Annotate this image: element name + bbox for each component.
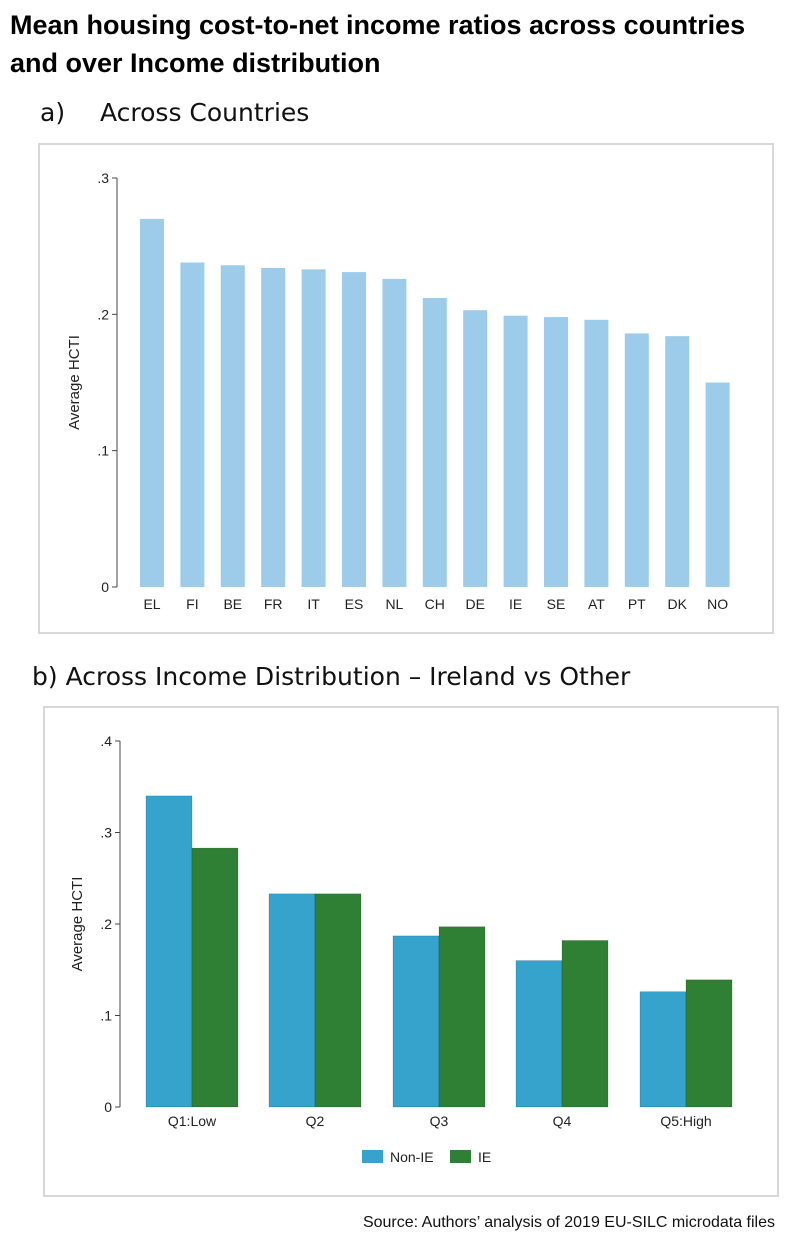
bar-EL — [140, 218, 164, 587]
x-tick-label: EL — [143, 596, 160, 612]
panel-a-label: a) — [40, 98, 66, 127]
x-tick-label: FI — [186, 596, 198, 612]
source-note: Source: Authors’ analysis of 2019 EU-SIL… — [362, 1214, 775, 1231]
y-axis-title: Average HCTI — [66, 335, 83, 430]
x-tick-label: Q4 — [553, 1113, 572, 1129]
panel-b-title: b) Across Income Distribution – Ireland … — [32, 662, 631, 691]
x-tick-label: Q3 — [430, 1113, 449, 1129]
x-tick-label: IT — [307, 596, 320, 612]
x-tick-label: Q1:Low — [168, 1113, 217, 1129]
y-tick-label: .2 — [97, 306, 109, 322]
x-tick-label: ES — [345, 596, 364, 612]
legend-label: IE — [478, 1149, 491, 1165]
bar-FI — [180, 262, 205, 587]
bar-DK — [665, 336, 690, 587]
y-tick-label: .2 — [100, 916, 112, 932]
x-tick-label: IE — [509, 596, 522, 612]
x-tick-label: Q5:High — [660, 1113, 711, 1129]
bar-NO — [705, 382, 730, 587]
x-tick-label: PT — [628, 596, 646, 612]
bar-DE — [463, 310, 488, 587]
y-tick-label: .1 — [100, 1008, 112, 1024]
y-axis-title: Average HCTI — [69, 877, 86, 972]
x-tick-label: NL — [385, 596, 403, 612]
x-tick-label: Q2 — [306, 1113, 325, 1129]
bar-IE-Q4 — [561, 940, 609, 1108]
bar-Non-IE-Q4 — [515, 960, 563, 1108]
y-tick-label: .3 — [100, 825, 112, 841]
bar-IE-Q3 — [438, 926, 486, 1108]
x-tick-label: SE — [547, 596, 566, 612]
bar-SE — [544, 317, 568, 587]
legend-swatch-Non-IE — [362, 1150, 383, 1163]
y-tick-label: .1 — [97, 443, 109, 459]
bar-ES — [342, 272, 366, 587]
bar-CH — [422, 297, 447, 587]
bar-Non-IE-Q2 — [268, 893, 316, 1108]
y-tick-label: 0 — [101, 579, 109, 595]
x-tick-label: BE — [223, 596, 242, 612]
y-tick-label: .4 — [100, 733, 112, 749]
bar-IE-Q5:High — [685, 979, 733, 1108]
x-tick-label: AT — [588, 596, 605, 612]
y-tick-label: .3 — [97, 170, 109, 186]
bar-IT — [301, 269, 326, 587]
x-tick-label: NO — [707, 596, 728, 612]
bar-PT — [624, 333, 649, 587]
x-tick-label: FR — [264, 596, 283, 612]
bar-Non-IE-Q1:Low — [145, 795, 193, 1108]
figure-title: Mean housing cost-to-net income ratios a… — [10, 10, 746, 78]
panel-a-title: Across Countries — [100, 98, 310, 127]
bar-Non-IE-Q3 — [392, 935, 440, 1108]
y-tick-label: 0 — [104, 1099, 112, 1115]
bar-IE-Q2 — [314, 893, 362, 1108]
bar-Non-IE-Q5:High — [639, 991, 687, 1108]
x-tick-label: DK — [667, 596, 687, 612]
x-tick-label: CH — [425, 596, 445, 612]
bar-IE-Q1:Low — [191, 847, 239, 1108]
x-tick-label: DE — [465, 596, 484, 612]
legend-label: Non-IE — [390, 1149, 434, 1165]
bar-BE — [220, 265, 245, 587]
bar-FR — [261, 267, 286, 587]
bar-NL — [382, 278, 407, 587]
legend-swatch-IE — [450, 1150, 471, 1163]
bar-AT — [584, 319, 609, 587]
bar-IE — [503, 315, 528, 587]
